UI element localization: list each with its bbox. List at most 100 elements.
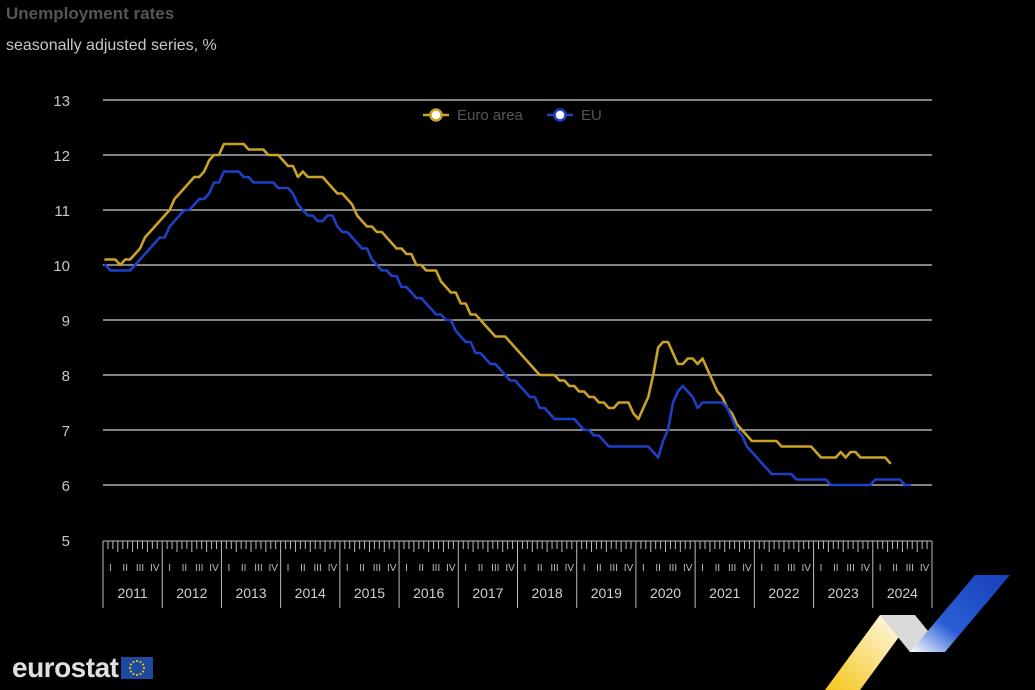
quarter-label: II [241,563,247,574]
quarter-label: IV [624,563,634,574]
x-tick-label-year: 2015 [354,585,385,601]
quarter-label: I [583,563,586,574]
quarter-label: II [774,563,780,574]
quarter-label: I [524,563,527,574]
quarter-label: II [537,563,543,574]
flag-star [139,660,142,663]
x-tick-label-year: 2020 [650,585,681,601]
series-line-eu [104,170,912,487]
x-tick-label-year: 2013 [235,585,266,601]
quarter-label: III [787,563,795,574]
quarter-label: III [610,563,618,574]
y-tick-label: 8 [62,368,70,385]
quarter-label: I [820,563,823,574]
quarter-label: IV [387,563,397,574]
legend: Euro area EU [423,107,602,124]
eurostat-logo: eurostat [12,652,154,684]
legend-label: Euro area [457,107,524,124]
decorative-chevron-graphic [825,575,1010,690]
quarter-label: II [715,563,721,574]
flag-star [132,660,135,663]
series-lines [104,142,912,487]
quarter-label: IV [801,563,811,574]
quarter-label: III [195,563,203,574]
flag-star [139,673,142,676]
quarter-label: IV [565,563,575,574]
quarter-label: II [833,563,839,574]
quarter-label: IV [861,563,871,574]
x-tick-label-year: 2017 [472,585,503,601]
y-tick-label: 7 [62,423,70,440]
quarter-label: III [254,563,262,574]
quarter-label: III [728,563,736,574]
quarter-label: III [136,563,144,574]
quarter-label: III [550,563,558,574]
legend-marker [553,108,567,122]
quarter-label: III [373,563,381,574]
quarter-label: III [432,563,440,574]
chart-subtitle: seasonally adjusted series, % [6,37,217,54]
quarter-label: III [491,563,499,574]
quarter-label: IV [150,563,160,574]
quarter-label: III [906,563,914,574]
quarter-label: II [359,563,365,574]
flag-star [142,670,145,673]
quarter-label: I [464,563,467,574]
quarter-label: IV [683,563,693,574]
quarter-label: I [168,563,171,574]
quarter-label: IV [269,563,279,574]
quarter-label: IV [920,563,930,574]
quarter-label: IV [328,563,338,574]
eu-flag-icon [121,657,154,679]
quarter-label: I [760,563,763,574]
quarter-label: IV [742,563,752,574]
quarter-label: I [346,563,349,574]
quarter-label: I [227,563,230,574]
flag-star [130,670,133,673]
x-tick-label-year: 2023 [828,585,859,601]
y-tick-label: 6 [62,478,70,495]
x-tick-label-year: 2016 [413,585,444,601]
quarter-label: II [122,563,128,574]
quarter-label: II [478,563,484,574]
quarter-label: IV [505,563,515,574]
quarter-label: I [879,563,882,574]
x-tick-label-year: 2019 [591,585,622,601]
y-tick-label: 10 [53,258,70,275]
y-tick-label: 5 [62,533,70,550]
quarter-label: II [596,563,602,574]
quarter-label: IV [446,563,456,574]
x-tick-label-year: 2022 [768,585,799,601]
quarter-label: II [418,563,424,574]
quarter-label: III [669,563,677,574]
flag-star [130,663,133,666]
x-tick-label-year: 2024 [887,585,918,601]
x-tick-label-year: 2018 [532,585,563,601]
quarter-label: I [642,563,645,574]
quarter-label: I [405,563,408,574]
quarter-label: II [300,563,306,574]
flag-star [129,667,132,669]
legend-marker [429,108,443,122]
quarter-label: II [892,563,898,574]
quarter-label: IV [209,563,219,574]
y-axis-tick-labels: 5 6 7 8 9 10 11 12 13 [53,93,70,550]
x-tick-label-year: 2011 [118,585,148,601]
grid-lines [103,99,932,486]
y-tick-label: 11 [54,203,70,220]
quarter-label: I [701,563,704,574]
x-tick-label-year: 2012 [176,585,207,601]
flag-star [132,673,135,676]
flag-star [142,663,145,666]
y-tick-label: 12 [53,148,70,165]
quarter-label: I [109,563,112,574]
x-tick-label-year: 2021 [709,585,740,601]
quarter-label: III [313,563,321,574]
quarter-label: II [182,563,188,574]
legend-label: EU [581,107,602,124]
y-tick-label: 9 [62,313,70,330]
x-tick-label-year: 2014 [295,585,326,601]
quarter-label: III [846,563,854,574]
